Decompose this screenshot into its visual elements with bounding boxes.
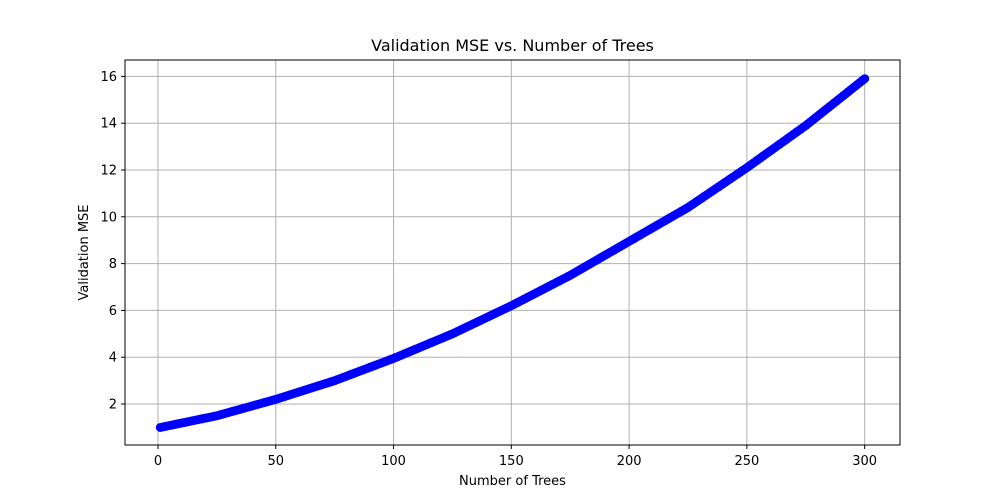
x-tick-label: 50: [267, 454, 284, 469]
x-tick-label: 100: [381, 454, 406, 469]
series-line: [160, 77, 866, 429]
y-axis: 2 4 6 8 10 12 14 16: [100, 70, 125, 413]
x-axis-title: Number of Trees: [459, 474, 566, 489]
y-tick-label: 2: [109, 398, 117, 413]
series-layer: [155, 74, 870, 432]
y-tick-label: 4: [109, 351, 117, 366]
data-point: [860, 74, 870, 84]
y-tick-label: 6: [109, 304, 117, 319]
x-axis: 0 50 100 150 200 250 300: [154, 445, 877, 469]
y-tick-label: 8: [109, 257, 117, 272]
x-tick-label: 300: [852, 454, 877, 469]
x-tick-label: 200: [617, 454, 642, 469]
x-tick-label: 250: [734, 454, 759, 469]
y-tick-label: 12: [100, 164, 117, 179]
plot-frame: [124, 59, 901, 446]
y-tick-label: 10: [100, 210, 117, 225]
grid: [125, 60, 900, 445]
y-axis-title: Validation MSE: [77, 204, 92, 300]
y-tick-label: 16: [100, 70, 117, 85]
x-tick-label: 0: [154, 454, 162, 469]
y-tick-label: 14: [100, 117, 117, 132]
x-tick-label: 150: [499, 454, 524, 469]
chart-title: Validation MSE vs. Number of Trees: [371, 36, 654, 55]
